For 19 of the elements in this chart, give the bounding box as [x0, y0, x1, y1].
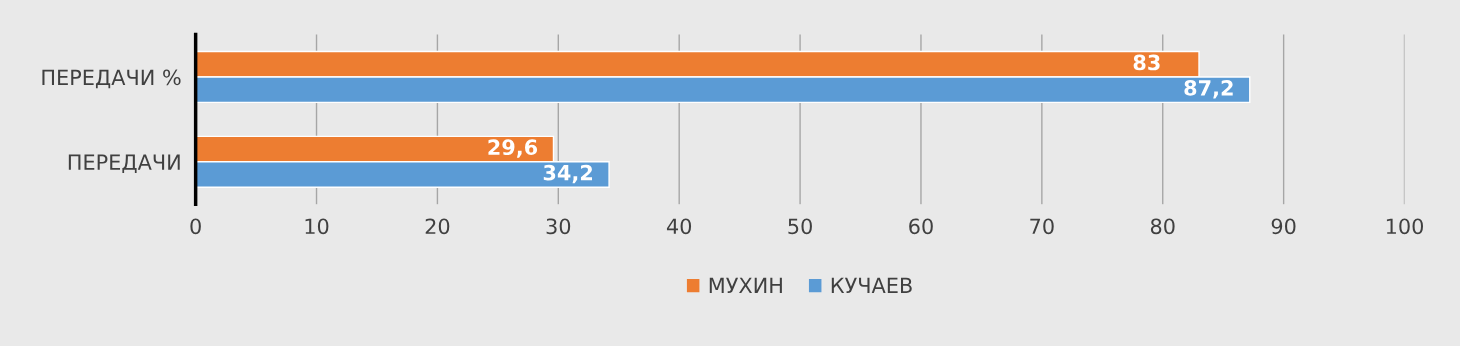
x-tick-label: 90 [1271, 218, 1296, 235]
x-tick-label: 10 [305, 218, 329, 235]
x-tick-label: 50 [788, 218, 812, 235]
x-tick-label: 30 [546, 218, 571, 235]
x-tick-label: 0 [190, 218, 201, 235]
x-tick-label: 60 [909, 218, 933, 235]
data-label: 83 [1133, 54, 1160, 71]
x-tick-label: 70 [1030, 218, 1054, 235]
data-label: 87,2 [1184, 79, 1233, 99]
x-tick-label: 80 [1150, 218, 1175, 235]
x-tick-label: 40 [666, 218, 692, 235]
legend-label: КУЧАЕВ [831, 277, 912, 293]
y-tick-label: ПЕРЕДАЧИ [68, 154, 180, 173]
x-tick-label: 100 [1386, 218, 1424, 235]
y-tick-label: ПЕРЕДАЧИ % [42, 69, 181, 89]
data-label: 29,6 [488, 139, 538, 158]
data-label: 34,2 [543, 164, 592, 184]
x-tick-label: 20 [425, 218, 450, 235]
legend-label: МУХИН [709, 277, 782, 293]
